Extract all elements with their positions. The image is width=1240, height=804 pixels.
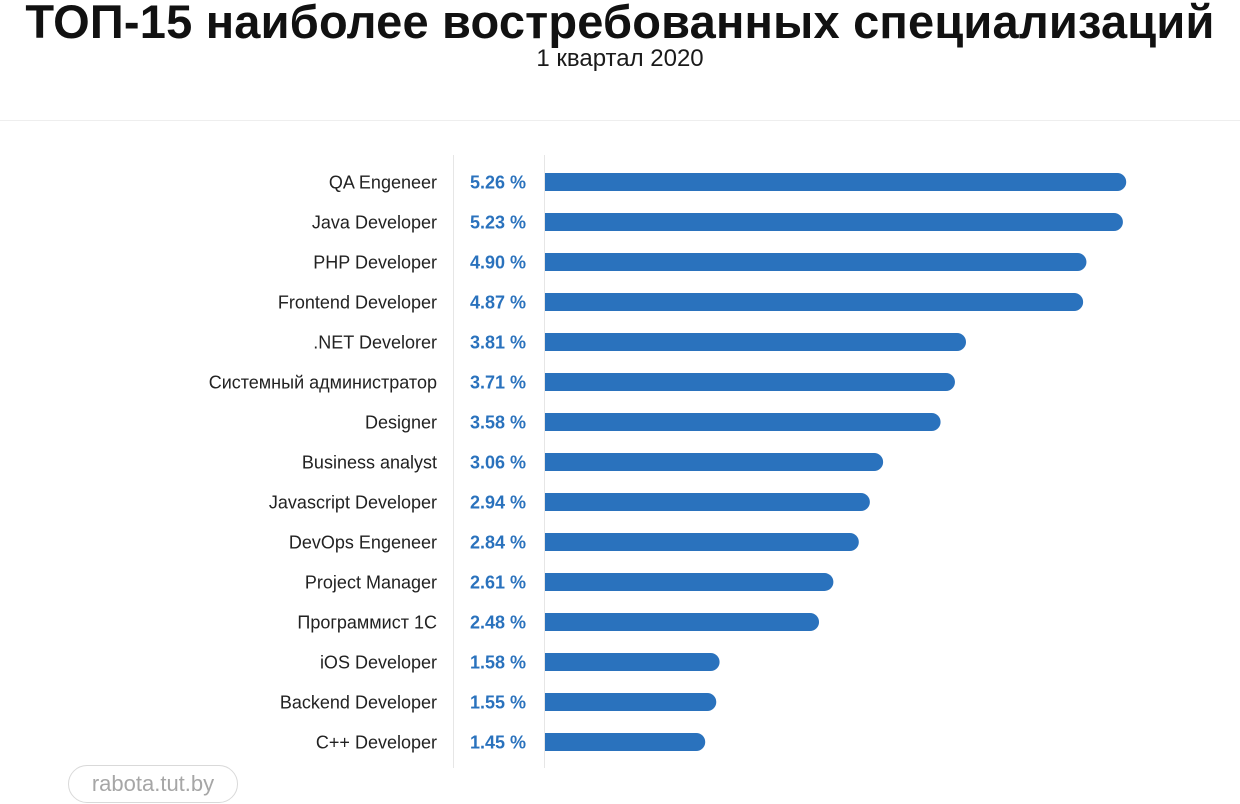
bar xyxy=(545,413,941,431)
value-label: 3.58 % xyxy=(470,413,526,433)
header-divider xyxy=(0,120,1240,121)
bar xyxy=(545,293,1084,311)
category-label: Designer xyxy=(365,413,437,433)
value-label: 1.45 % xyxy=(470,733,526,753)
value-label: 2.61 % xyxy=(470,573,526,593)
bar xyxy=(545,573,834,591)
value-label: 5.23 % xyxy=(470,213,526,233)
value-label: 5.26 % xyxy=(470,173,526,193)
category-label: DevOps Engeneer xyxy=(289,533,437,553)
value-label: 2.48 % xyxy=(470,613,526,633)
bar xyxy=(545,493,870,511)
bar xyxy=(545,253,1087,271)
category-label: Business analyst xyxy=(302,453,437,473)
category-label: Project Manager xyxy=(305,573,437,593)
value-label: 1.55 % xyxy=(470,693,526,713)
bar xyxy=(545,453,884,471)
value-label: 4.90 % xyxy=(470,253,526,273)
bar xyxy=(545,173,1127,191)
category-label: iOS Developer xyxy=(320,653,437,673)
value-label: 2.84 % xyxy=(470,533,526,553)
value-label: 4.87 % xyxy=(470,293,526,313)
category-label: Программист 1С xyxy=(297,613,437,633)
bar xyxy=(545,533,859,551)
bar xyxy=(545,693,717,711)
chart-subtitle: 1 квартал 2020 xyxy=(536,45,704,72)
value-label: 3.81 % xyxy=(470,333,526,353)
category-label: .NET Develorer xyxy=(313,333,437,353)
bar xyxy=(545,613,820,631)
category-label: PHP Developer xyxy=(313,253,437,273)
category-label: Javascript Developer xyxy=(269,493,437,513)
category-label: QA Engeneer xyxy=(329,173,437,193)
value-label: 2.94 % xyxy=(470,493,526,513)
value-label: 1.58 % xyxy=(470,653,526,673)
bar xyxy=(545,653,720,671)
source-watermark[interactable]: rabota.tut.by xyxy=(68,765,238,803)
value-label: 3.06 % xyxy=(470,453,526,473)
bar xyxy=(545,213,1123,231)
value-label: 3.71 % xyxy=(470,373,526,393)
category-label: Backend Developer xyxy=(280,693,437,713)
bar xyxy=(545,733,706,751)
chart-title: ТОП-15 наиболее востребованных специализ… xyxy=(25,0,1215,48)
bar xyxy=(545,333,967,351)
bar xyxy=(545,373,955,391)
category-label: C++ Developer xyxy=(316,733,437,753)
category-label: Системный администратор xyxy=(209,373,437,393)
category-label: Frontend Developer xyxy=(278,293,437,313)
category-label: Java Developer xyxy=(312,213,437,233)
